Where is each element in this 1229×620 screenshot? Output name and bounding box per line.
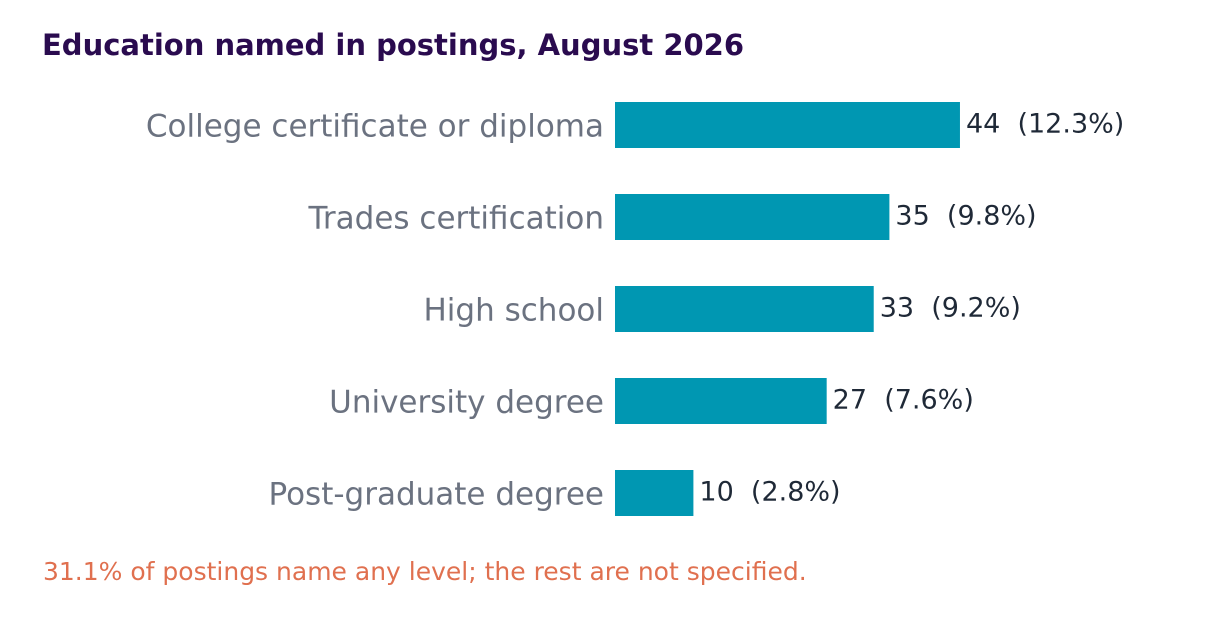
bar xyxy=(615,194,890,240)
chart-note: 31.1% of postings name any level; the re… xyxy=(43,557,807,586)
bar xyxy=(615,286,874,332)
value-label: 44 (12.3%) xyxy=(966,109,1124,140)
value-label: 27 (7.6%) xyxy=(833,385,974,416)
bar xyxy=(615,378,827,424)
category-label: High school xyxy=(424,293,605,329)
category-label: Post-graduate degree xyxy=(268,477,604,513)
value-label: 33 (9.2%) xyxy=(880,293,1021,324)
category-label: University degree xyxy=(329,385,604,421)
bar xyxy=(615,470,694,516)
value-label: 35 (9.8%) xyxy=(895,201,1036,232)
chart-title: Education named in postings, August 2026 xyxy=(42,28,744,62)
category-label: Trades certification xyxy=(308,201,604,237)
value-label: 10 (2.8%) xyxy=(699,477,840,508)
category-label: College certificate or diploma xyxy=(146,109,604,145)
bar xyxy=(615,102,960,148)
